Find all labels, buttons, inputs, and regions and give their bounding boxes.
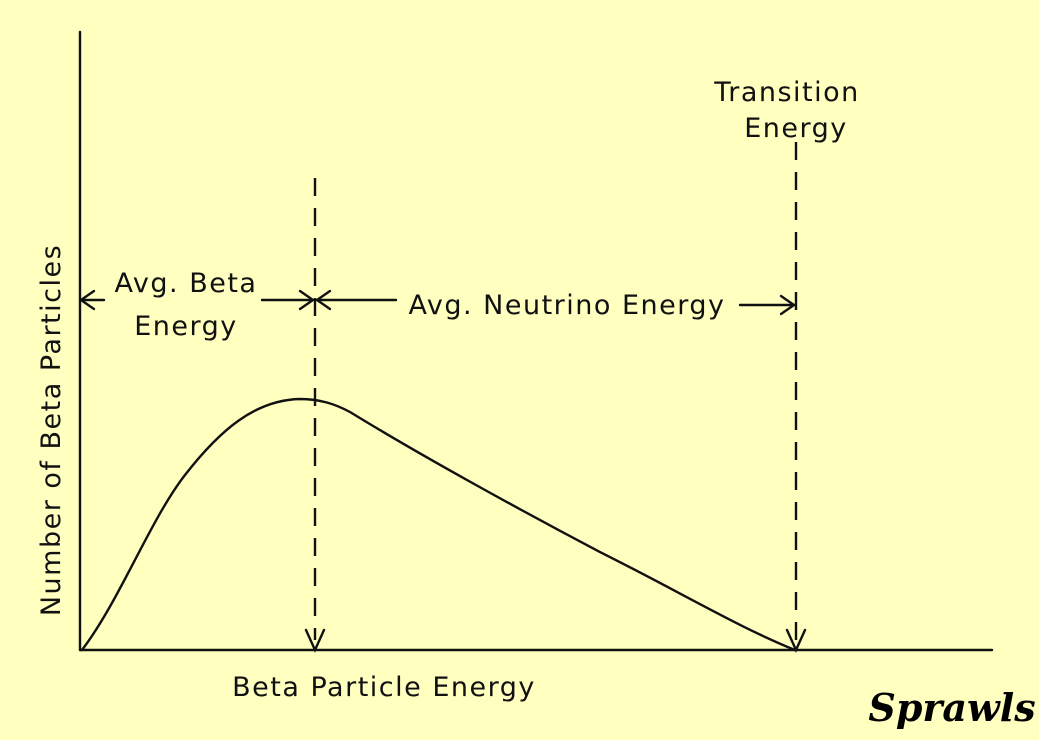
author-signature: Sprawls xyxy=(868,685,1035,730)
transition-energy-label-line1: Transition xyxy=(713,77,860,108)
transition-energy-down-arrowhead xyxy=(785,628,807,653)
x-axis-label: Beta Particle Energy xyxy=(232,672,536,703)
avg-beta-energy-label-line1: Avg. Beta xyxy=(115,268,258,299)
transition-energy-label-line2: Energy xyxy=(744,113,848,144)
avg-beta-right-arrowhead xyxy=(298,289,316,311)
avg-neutrino-left-arrowhead xyxy=(314,289,332,311)
avg-beta-energy-label-line2: Energy xyxy=(134,311,238,342)
avg-beta-left-arrowhead xyxy=(78,289,96,311)
avg-neutrino-right-arrowhead xyxy=(779,294,797,316)
avg-neutrino-energy-label: Avg. Neutrino Energy xyxy=(408,290,725,321)
avg-beta-down-arrowhead xyxy=(304,628,326,653)
y-axis-label: Number of Beta Particles xyxy=(36,244,67,616)
beta-spectrum-curve xyxy=(80,397,797,652)
